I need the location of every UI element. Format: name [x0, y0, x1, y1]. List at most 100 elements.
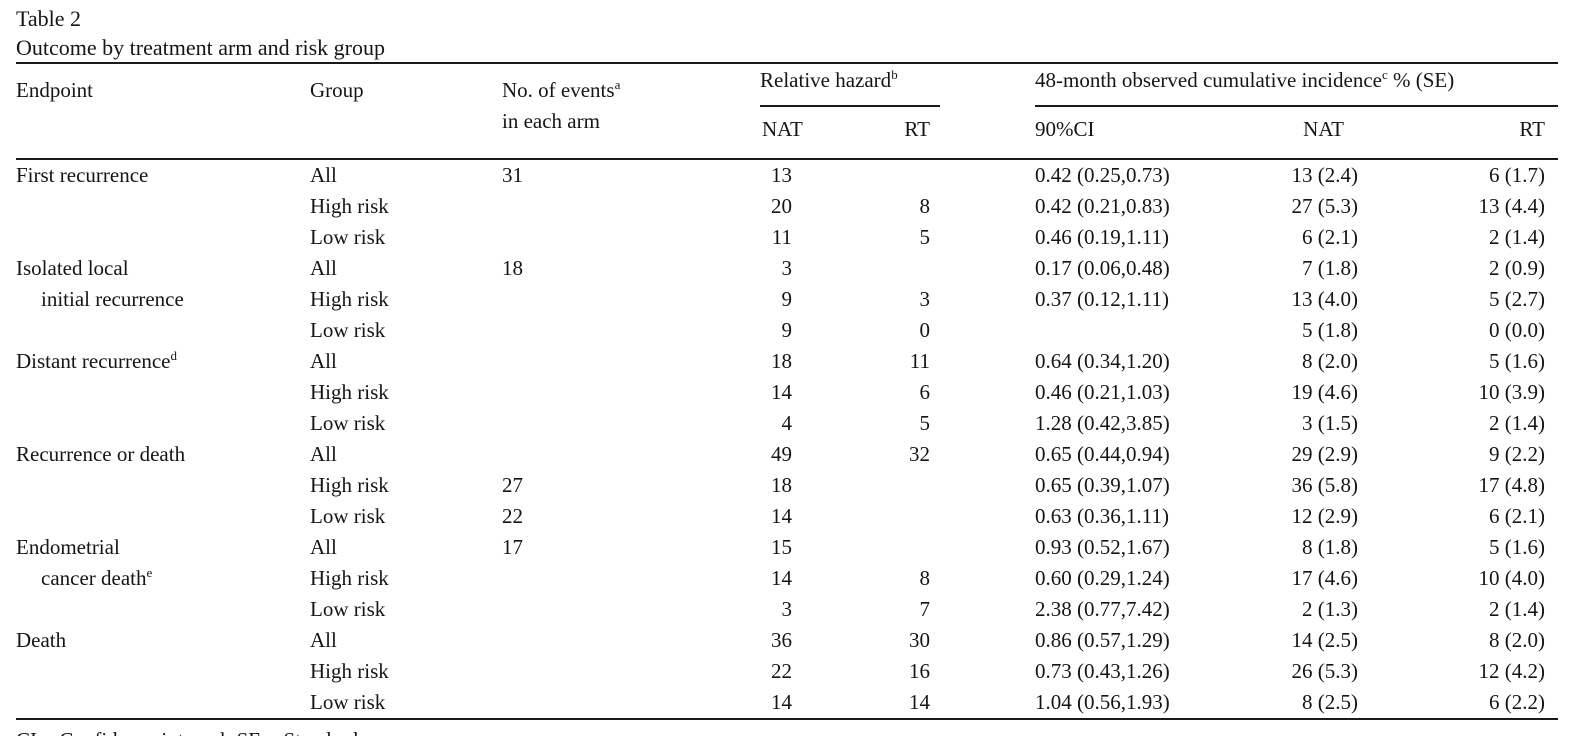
inc-rt-cell: 2 (0.9) [1489, 256, 1545, 280]
events-cell [502, 315, 748, 346]
col-header-group: Group [310, 63, 502, 160]
rh-rt-cell [812, 253, 940, 284]
table-row: Recurrence or death All 49 32 0.65 (0.44… [16, 439, 1558, 470]
table-row: High risk 22 16 0.73 (0.43,1.26) 26 (5.3… [16, 656, 1558, 687]
inc-rt-cell: 10 (3.9) [1478, 380, 1546, 404]
ci-cell: 0.17 (0.06,0.48) [1035, 256, 1170, 280]
table-row: Low risk 3 7 2.38 (0.77,7.42) 2 (1.3) 2 … [16, 594, 1558, 625]
table-row: Low risk 4 5 1.28 (0.42,3.85) 3 (1.5) 2 … [16, 408, 1558, 439]
rh-rt-cell: 30 [909, 628, 930, 652]
table-row: Isolated local All 18 3 0.17 (0.06,0.48)… [16, 253, 1558, 284]
endpoint-cell: cancer deathe [41, 565, 153, 590]
inc-rt-cell: 5 (1.6) [1489, 349, 1545, 373]
ci-cell: 0.42 (0.25,0.73) [1035, 163, 1170, 187]
endpoint-cell [16, 377, 310, 408]
inc-rt-cell: 2 (1.4) [1489, 225, 1545, 249]
inc-nat-cell: 3 (1.5) [1302, 411, 1358, 435]
endpoint-footnote-marker: e [146, 565, 153, 580]
table-row: First recurrence All 31 13 0.42 (0.25,0.… [16, 159, 1558, 191]
rh-rt-cell: 16 [909, 659, 930, 683]
inc-nat-cell: 8 (2.5) [1252, 687, 1372, 720]
col-group-relative-hazard: Relative hazardb [748, 63, 940, 108]
group-cell: High risk [310, 287, 389, 311]
inc-rt-cell: 5 (1.6) [1489, 535, 1545, 559]
table-row: High risk 14 6 0.46 (0.21,1.03) 19 (4.6)… [16, 377, 1558, 408]
rh-rt-cell [812, 159, 940, 191]
events-cell [502, 346, 748, 377]
col-header-events-line1: No. of eventsa [502, 77, 621, 102]
endpoint-cell [16, 656, 310, 687]
rh-nat-cell: 14 [771, 504, 792, 528]
inc-nat-cell: 2 (1.3) [1302, 597, 1358, 621]
footnote-marker-b: b [891, 67, 898, 82]
table-row: Low risk 9 0 5 (1.8) 0 (0.0) [16, 315, 1558, 346]
rh-nat-cell: 22 [771, 659, 792, 683]
endpoint-cell [16, 594, 310, 625]
group-cell: Low risk [310, 318, 386, 342]
col-group-cumulative-incidence: 48-month observed cumulative incidencec … [940, 63, 1558, 108]
rh-rt-cell: 0 [919, 318, 931, 342]
inc-nat-cell: 17 (4.6) [1291, 566, 1359, 590]
endpoint-cell [16, 191, 310, 222]
table-row: cancer deathe High risk 14 8 0.60 (0.29,… [16, 563, 1558, 594]
endpoint-cell [16, 687, 310, 720]
table-row: Low risk 22 14 0.63 (0.36,1.11) 12 (2.9)… [16, 501, 1558, 532]
rh-nat-cell: 13 [771, 163, 792, 187]
inc-rt-cell: 10 (4.0) [1478, 566, 1546, 590]
table-body: First recurrence All 31 13 0.42 (0.25,0.… [16, 159, 1558, 720]
table-row: Low risk 11 5 0.46 (0.19,1.11) 6 (2.1) 2… [16, 222, 1558, 253]
footnote-marker-a: a [614, 77, 621, 92]
endpoint-cell [16, 222, 310, 253]
rh-nat-cell: 9 [781, 318, 793, 342]
inc-nat-cell: 14 (2.5) [1291, 628, 1359, 652]
ci-cell: 0.60 (0.29,1.24) [1035, 566, 1170, 590]
events-cell: 27 [502, 473, 523, 497]
rh-rt-cell: 14 [812, 687, 940, 720]
abbreviations-footnote: CI = Confidence interval; SE = Standard [16, 726, 1594, 736]
inc-rt-cell: 17 (4.8) [1478, 473, 1546, 497]
table-title: Outcome by treatment arm and risk group [16, 35, 386, 60]
endpoint-cell: First recurrence [16, 163, 149, 187]
group-cell: Low risk [310, 411, 386, 435]
events-cell: 18 [502, 256, 523, 280]
table-label: Table 2 [16, 6, 82, 31]
rh-nat-cell: 18 [771, 349, 792, 373]
endpoint-footnote-marker: d [170, 348, 178, 363]
events-cell [502, 687, 748, 720]
inc-rt-cell: 2 (1.4) [1489, 597, 1545, 621]
rh-nat-cell: 11 [771, 225, 792, 249]
rh-rt-cell [812, 501, 940, 532]
rh-nat-cell: 14 [748, 687, 812, 720]
rh-rt-cell: 11 [909, 349, 930, 373]
inc-nat-cell: 19 (4.6) [1291, 380, 1359, 404]
group-cell: High risk [310, 473, 389, 497]
group-cell: Low risk [310, 687, 502, 720]
inc-nat-cell: 8 (2.0) [1302, 349, 1358, 373]
inc-nat-cell: 8 (1.8) [1302, 535, 1358, 559]
endpoint-cell: Death [16, 628, 67, 652]
ci-cell: 0.73 (0.43,1.26) [1035, 659, 1170, 683]
events-cell [502, 439, 748, 470]
ci-cell: 0.46 (0.19,1.11) [1035, 225, 1169, 249]
ci-cell: 0.64 (0.34,1.20) [1035, 349, 1170, 373]
ci-cell: 0.65 (0.39,1.07) [1035, 473, 1170, 497]
table-row: High risk 20 8 0.42 (0.21,0.83) 27 (5.3)… [16, 191, 1558, 222]
inc-rt-cell: 6 (2.2) [1372, 687, 1558, 720]
inc-nat-cell: 26 (5.3) [1291, 659, 1359, 683]
group-cell: High risk [310, 659, 389, 683]
inc-nat-cell: 12 (2.9) [1291, 504, 1359, 528]
footnote-marker-c: c [1381, 67, 1388, 82]
rh-rt-cell: 7 [919, 597, 931, 621]
group-cell: High risk [310, 566, 389, 590]
rh-nat-cell: 49 [771, 442, 792, 466]
inc-nat-cell: 36 (5.8) [1291, 473, 1359, 497]
col-header-events-line2: in each arm [502, 109, 600, 133]
ci-cell: 1.28 (0.42,3.85) [1035, 411, 1170, 435]
rh-rt-cell: 8 [919, 194, 931, 218]
group-cell: All [310, 349, 337, 373]
group-cell: Low risk [310, 504, 386, 528]
rh-rt-cell [812, 470, 940, 501]
inc-rt-cell: 12 (4.2) [1478, 659, 1546, 683]
col-header-endpoint: Endpoint [16, 63, 310, 160]
